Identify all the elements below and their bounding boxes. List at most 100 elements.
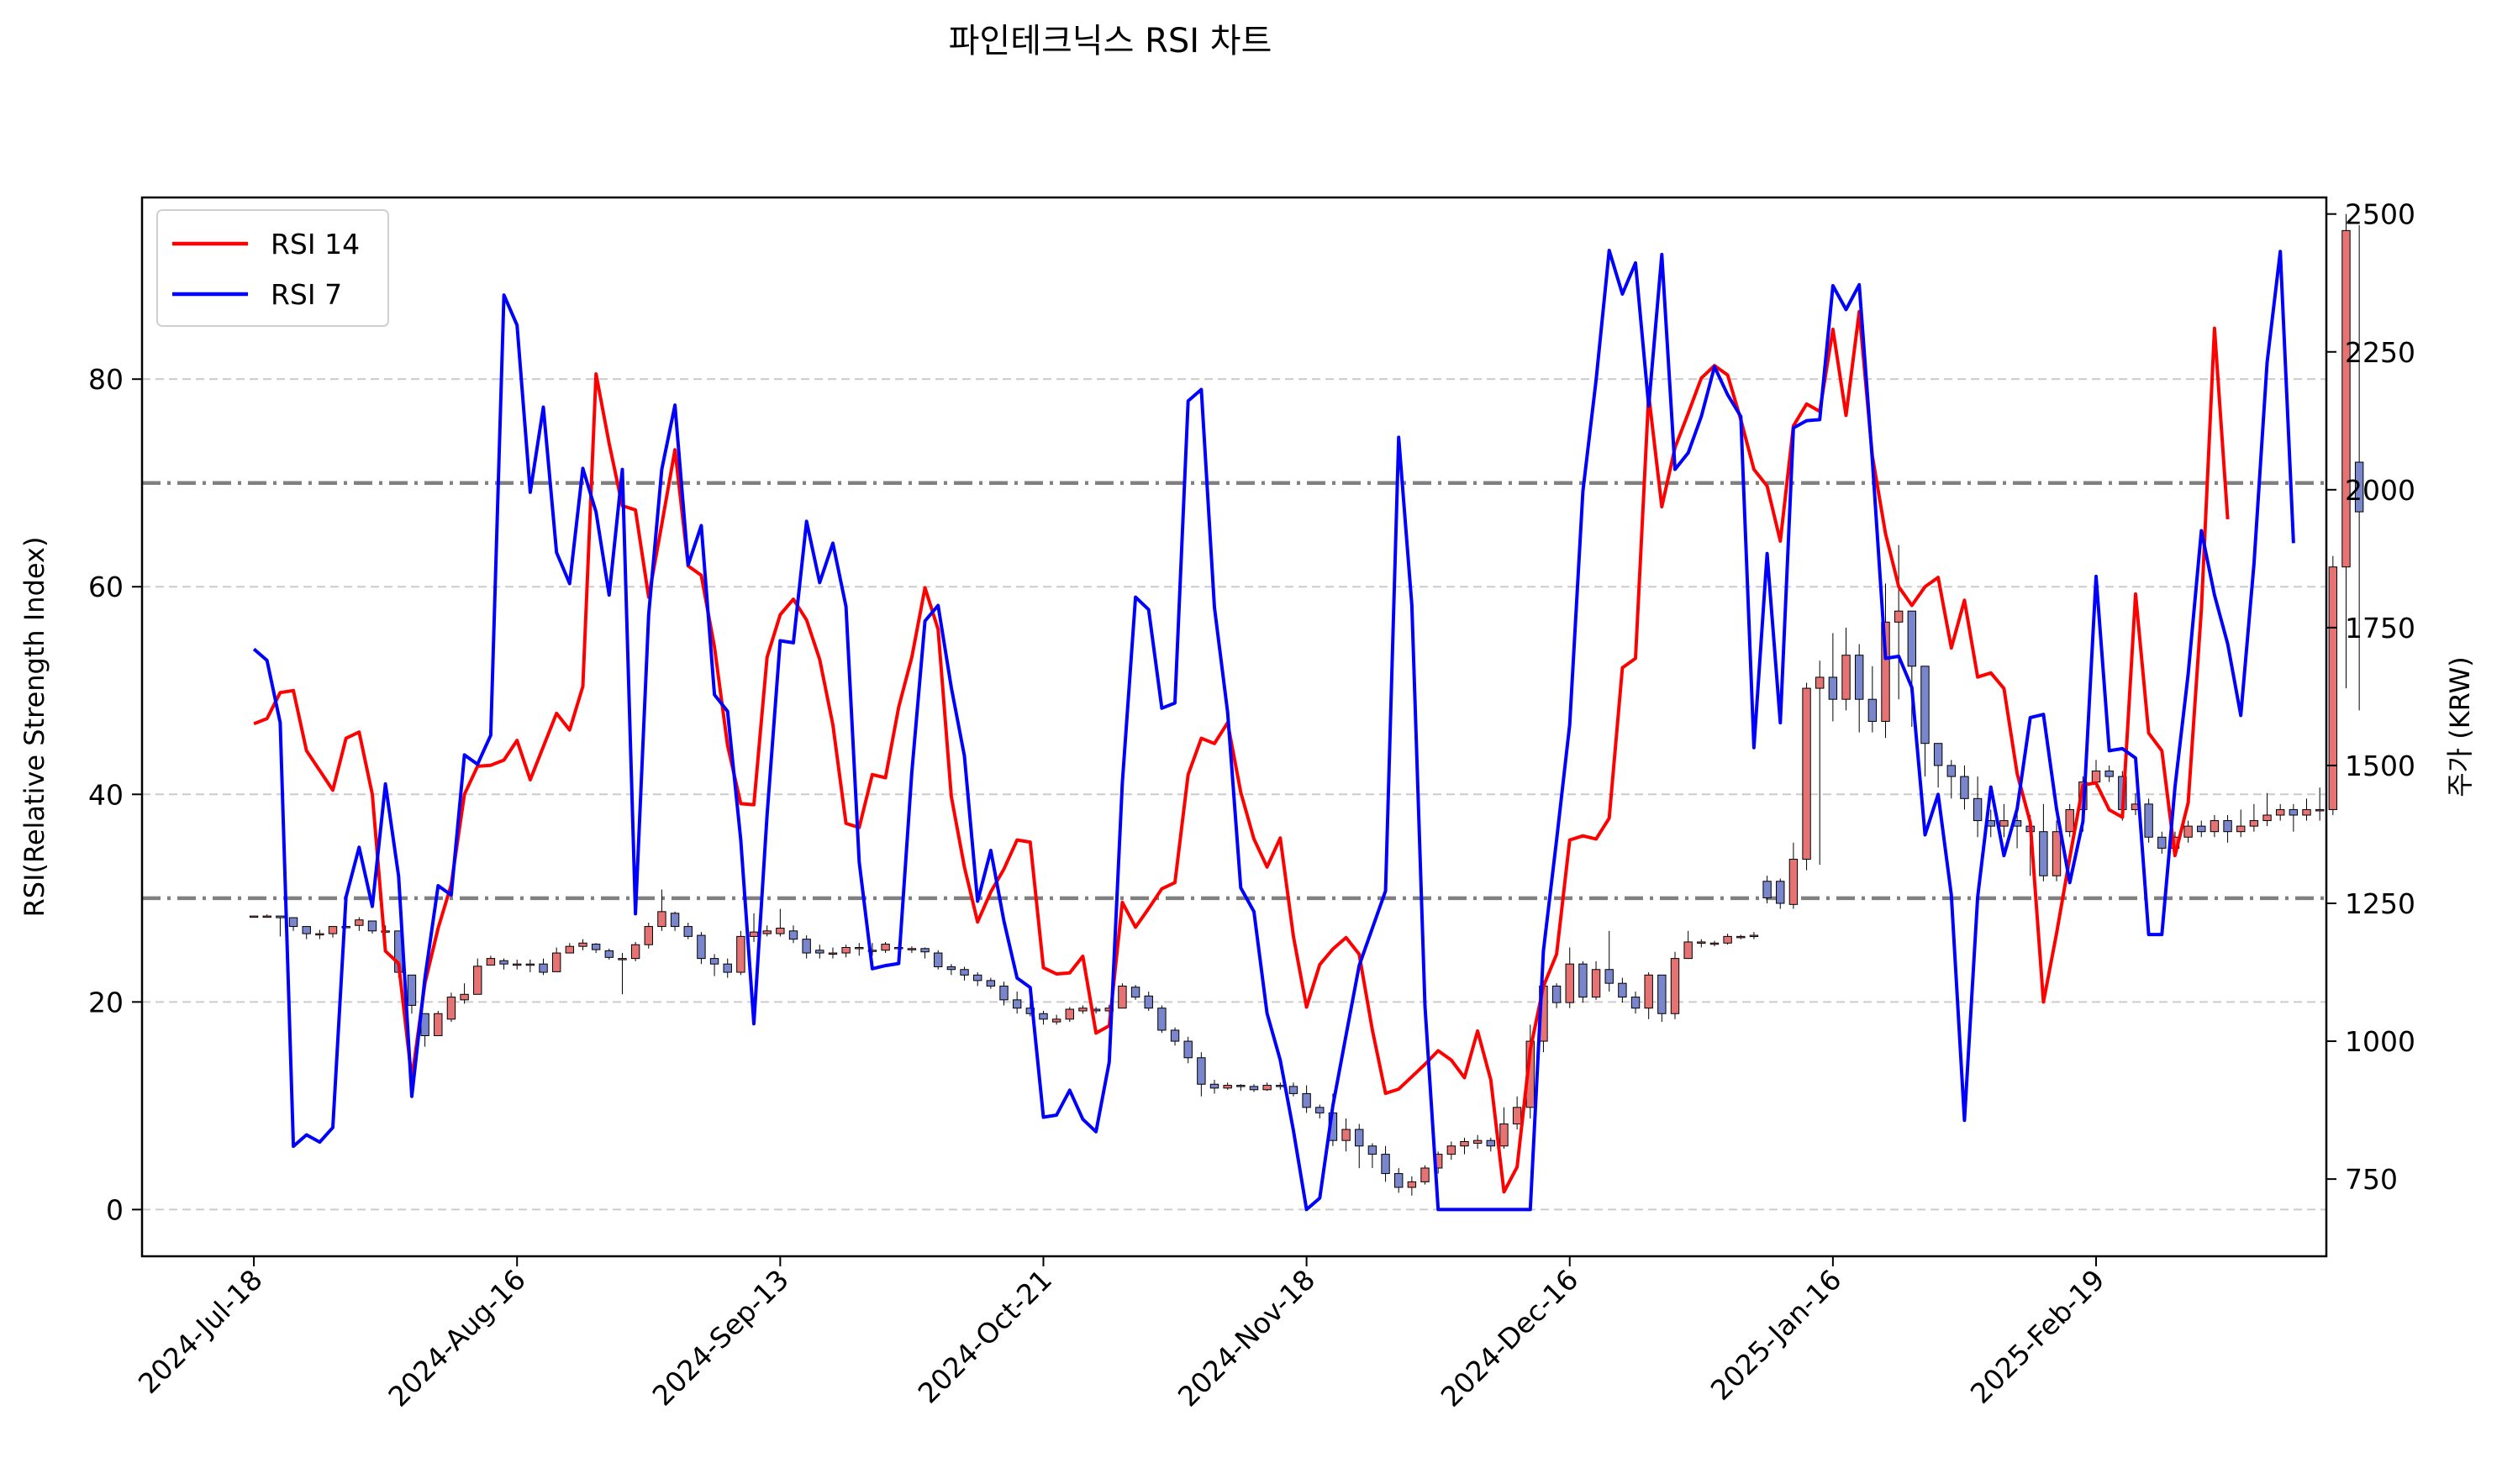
candle-body xyxy=(1762,881,1772,898)
candle-body xyxy=(1262,1085,1272,1091)
left-y-tick-label: 40 xyxy=(88,778,124,811)
candle-body xyxy=(2236,825,2246,833)
candle-body xyxy=(1012,999,1022,1009)
legend: RSI 14 RSI 7 xyxy=(156,209,389,327)
left-y-tick-label: 20 xyxy=(88,986,124,1018)
right-y-tick-label: 2250 xyxy=(2345,336,2415,369)
candle-body xyxy=(565,945,575,954)
candle-body xyxy=(1933,743,1943,766)
candle-body xyxy=(618,958,627,960)
candle-body xyxy=(460,993,469,1001)
candle-body xyxy=(1907,610,1917,667)
candle-body xyxy=(1657,974,1667,1014)
candle-body xyxy=(2157,836,2167,849)
candle-body xyxy=(1144,995,1153,1009)
candle-body xyxy=(644,926,653,945)
candle-body xyxy=(473,966,482,995)
candle-body xyxy=(657,911,666,928)
candle-body xyxy=(1683,941,1693,960)
candle-body xyxy=(2197,825,2206,833)
candle-body xyxy=(1999,820,2009,827)
candle-body xyxy=(934,952,943,967)
candle-body xyxy=(1644,974,1653,1009)
right-y-tick-label: 1000 xyxy=(2345,1025,2415,1058)
candle-body xyxy=(2328,566,2338,810)
candle-body xyxy=(1486,1139,1496,1147)
candle-body xyxy=(841,947,851,954)
candle-body xyxy=(1276,1085,1285,1087)
candle-body xyxy=(2302,808,2311,816)
candle-body xyxy=(2276,808,2285,816)
candle-body xyxy=(1288,1086,1298,1094)
candle-body xyxy=(749,931,759,937)
candle-body xyxy=(1341,1129,1351,1141)
candle-body xyxy=(1565,963,1574,1003)
x-axis: 2024-Jul-18 2024-Aug-16 2024-Sep-13 2024-Oc… xyxy=(132,1256,2111,1413)
candle-body xyxy=(1223,1085,1232,1089)
candle-body xyxy=(1697,941,1706,944)
candle-body xyxy=(1039,1013,1048,1020)
candle-body xyxy=(513,963,522,966)
right-y-tick-label: 2000 xyxy=(2345,474,2415,507)
candle-body xyxy=(2249,820,2259,827)
candle-body xyxy=(1670,958,1680,1014)
rsi7-line xyxy=(252,249,2295,1212)
x-tick-label: 2024-Dec-16 xyxy=(1435,1263,1585,1413)
candle-body xyxy=(1499,1124,1509,1147)
candle-body xyxy=(788,930,798,940)
x-tick-label: 2024-Nov-18 xyxy=(1172,1263,1321,1413)
candle-body xyxy=(946,966,956,971)
right-y-axis: 750 1000 1250 1500 1750 2000 2250 2500 xyxy=(2326,198,2415,1196)
candle-body xyxy=(1630,997,1641,1009)
candle-body xyxy=(486,958,496,966)
candle-body xyxy=(2052,831,2062,876)
right-y-tick-label: 2500 xyxy=(2345,198,2415,231)
candle-body xyxy=(276,915,285,918)
candle-body xyxy=(1197,1057,1206,1085)
candle-body xyxy=(1512,1107,1522,1124)
candle-body xyxy=(1854,655,1864,700)
candle-body xyxy=(2065,808,2074,833)
right-y-tick-label: 1250 xyxy=(2345,887,2415,920)
candle-body xyxy=(723,963,732,973)
candle-body xyxy=(1157,1008,1167,1031)
legend-box xyxy=(156,209,389,327)
candle-body xyxy=(2289,808,2299,816)
chart-title: 파인테크닉스 RSI 차트 xyxy=(949,22,1272,61)
candle-body xyxy=(762,930,772,934)
candle-body xyxy=(1118,985,1127,1009)
candle-body xyxy=(815,950,824,954)
candle-body xyxy=(1723,935,1732,944)
right-y-tick-label: 1750 xyxy=(2345,612,2415,645)
left-y-tick-label: 60 xyxy=(88,571,124,603)
candle-body xyxy=(709,958,719,965)
candle-body xyxy=(1065,1008,1074,1020)
candle-body xyxy=(881,944,890,951)
candle-body xyxy=(302,926,311,934)
candle-body xyxy=(828,952,838,955)
x-tick-label: 2024-Jul-18 xyxy=(132,1263,269,1400)
candle-body xyxy=(2223,820,2232,833)
candle-body xyxy=(355,919,364,926)
candle-body xyxy=(499,960,508,965)
candle-body xyxy=(328,926,338,934)
candle-body xyxy=(367,920,377,932)
candle-body xyxy=(2039,831,2048,876)
candle-body xyxy=(1894,610,1904,623)
candle-body xyxy=(1578,963,1588,998)
candle-body xyxy=(1355,1129,1364,1147)
candle-body xyxy=(670,913,680,928)
candle-body xyxy=(802,939,811,954)
candle-body xyxy=(1183,1040,1193,1059)
candle-body xyxy=(1946,765,1956,777)
candle-body xyxy=(1749,934,1759,938)
candle-body xyxy=(867,950,877,952)
candle-body xyxy=(525,963,535,966)
candle-body xyxy=(591,944,601,950)
candle-body xyxy=(1130,987,1140,998)
candle-body xyxy=(986,980,996,987)
candle-body xyxy=(249,915,259,918)
left-y-tick-label: 80 xyxy=(88,363,124,396)
candle-body xyxy=(1420,1167,1430,1182)
right-y-tick-label: 1500 xyxy=(2345,750,2415,782)
